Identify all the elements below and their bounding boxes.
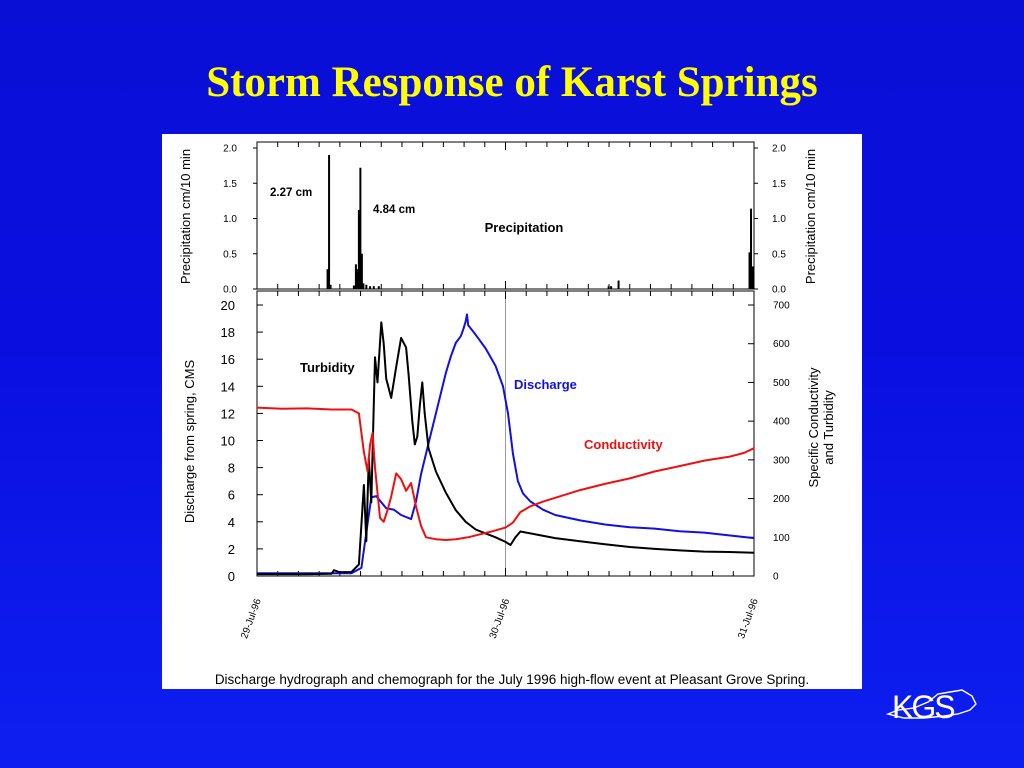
discharge-y-tick-label: 8 <box>228 461 235 476</box>
series-line-discharge <box>257 313 755 575</box>
cond-y-tick-label: 100 <box>773 533 790 544</box>
series-line-conductivity <box>256 406 755 541</box>
precip-y-tick-label: 0.5 <box>223 249 237 260</box>
precip-title: Precipitation <box>485 220 564 235</box>
discharge-y-tick-label: 4 <box>228 515 235 530</box>
cond-y-axis-label-line1: Specific Conductivity <box>806 367 821 487</box>
precip-bar <box>607 286 610 289</box>
cond-y-tick-label: 300 <box>773 455 790 466</box>
precip-y-tick-label-right: 1.0 <box>772 214 786 225</box>
x-tick-label: 31-Jul-96 <box>736 597 761 640</box>
precip-bar <box>357 210 360 289</box>
precip-bar <box>328 155 331 289</box>
cond-y-tick-label: 200 <box>773 494 790 505</box>
precip-bar <box>354 264 357 289</box>
series-annotation-turbidity: Turbidity <box>300 360 355 375</box>
precip-bar <box>326 269 329 289</box>
discharge-y-tick-label: 20 <box>221 298 235 313</box>
discharge-y-tick-label: 0 <box>228 569 235 584</box>
logo-text: KGS <box>892 689 954 725</box>
precip-y-tick-label-right: 1.5 <box>772 179 786 190</box>
cond-y-tick-label: 0 <box>773 572 779 583</box>
x-tick-label: 29-Jul-96 <box>239 597 264 640</box>
precip-bar <box>360 253 363 289</box>
series-annotation-discharge: Discharge <box>514 377 577 392</box>
discharge-y-tick-label: 6 <box>228 488 235 503</box>
kentucky-outline <box>885 689 977 719</box>
chart: 0.0 0.0 0.5 0.5 1.0 1.0 1.5 1.5 2.0 2.0 Precipitat… <box>178 141 836 640</box>
precip-frame <box>256 141 755 290</box>
slide-title: Storm Response of Karst Springs <box>206 59 818 106</box>
precip-bar <box>362 283 365 289</box>
kgs-logo: KGS <box>885 689 977 725</box>
precip-y-tick-label-right: 2.0 <box>772 144 786 155</box>
discharge-y-tick-label: 14 <box>221 379 235 394</box>
cond-y-tick-label: 400 <box>773 417 790 428</box>
precip-bar <box>750 208 753 289</box>
precip-bar <box>372 286 375 289</box>
precip-y-axis-label-right: Precipitation cm/10 min <box>803 149 818 284</box>
figure-panel: 0.0 0.0 0.5 0.5 1.0 1.0 1.5 1.5 2.0 2.0 Precipitat… <box>162 134 862 689</box>
discharge-y-tick-label: 10 <box>221 434 235 449</box>
cond-y-axis-label: Specific Conductivityand Turbidity <box>806 367 836 487</box>
precip-y-tick-label: 0.0 <box>223 285 237 296</box>
precip-bar <box>356 269 359 289</box>
precip-y-tick-label: 1.5 <box>223 179 237 190</box>
precip-bar <box>610 286 613 289</box>
figure-caption: Discharge hydrograph and chemograph for … <box>214 672 810 687</box>
precip-bar <box>369 286 372 289</box>
precip-bar <box>751 266 754 289</box>
precip-y-tick-label: 1.0 <box>223 214 237 225</box>
precip-bar <box>617 280 620 289</box>
precip-bar <box>359 167 362 289</box>
precip-bar <box>352 285 355 289</box>
precip-bar <box>329 284 332 289</box>
discharge-y-tick-label: 2 <box>228 542 235 557</box>
cond-y-tick-label: 700 <box>773 301 790 312</box>
precip-annotation-event1: 2.27 cm <box>270 187 312 199</box>
cond-y-axis-label-line2: and Turbidity <box>821 390 836 465</box>
discharge-y-tick-label: 12 <box>221 406 235 421</box>
series-line-turbidity <box>257 321 755 576</box>
precip-y-axis-label: Precipitation cm/10 min <box>178 149 193 284</box>
discharge-y-tick-label: 18 <box>221 325 235 340</box>
precip-bar <box>377 286 380 289</box>
precip-bar <box>748 252 751 289</box>
series-annotation-conductivity: Conductivity <box>584 437 663 452</box>
cond-y-tick-label: 600 <box>773 339 790 350</box>
precip-bar <box>365 284 368 289</box>
discharge-y-tick-label: 16 <box>221 352 235 367</box>
precip-y-tick-label-right: 0.5 <box>772 249 786 260</box>
precip-annotation-event2: 4.84 cm <box>373 204 415 216</box>
x-tick-label: 30-Jul-96 <box>488 597 513 640</box>
cond-y-tick-label: 500 <box>773 378 790 389</box>
discharge-y-axis-label: Discharge from spring, CMS <box>182 360 197 524</box>
precip-y-tick-label-right: 0.0 <box>772 285 786 296</box>
precip-y-tick-label: 2.0 <box>223 144 237 155</box>
